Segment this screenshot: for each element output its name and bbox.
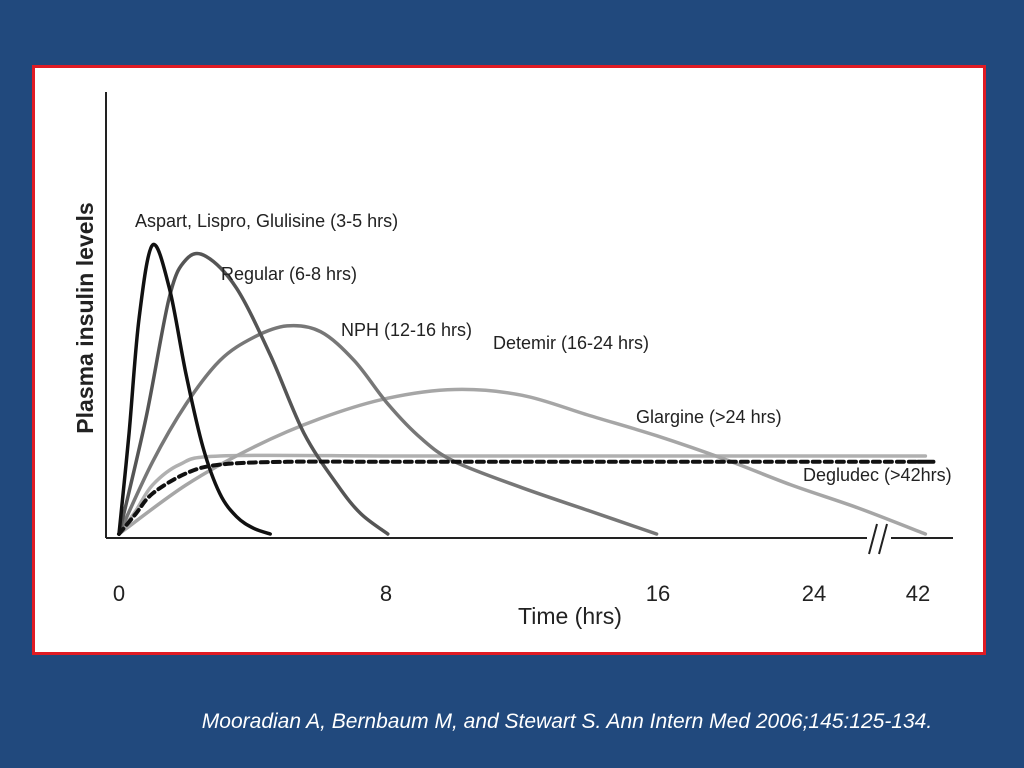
series-line-5 xyxy=(117,459,936,536)
citation: Mooradian A, Bernbaum M, and Stewart S. … xyxy=(201,710,933,733)
x-tick-label: 24 xyxy=(802,581,826,606)
series-label-glargine: Glargine (>24 hrs) xyxy=(636,407,782,427)
x-tick-labels: 0 8 16 24 42 xyxy=(113,581,930,606)
y-axis-label: Plasma insulin levels xyxy=(72,202,98,433)
x-axis-label: Time (hrs) xyxy=(518,603,622,629)
series-layer xyxy=(117,242,936,536)
series-label-aspart: Aspart, Lispro, Glulisine (3-5 hrs) xyxy=(135,211,398,231)
series-line-4 xyxy=(117,453,928,536)
x-tick-label: 8 xyxy=(380,581,392,606)
series-label-nph: NPH (12-16 hrs) xyxy=(341,320,472,340)
series-label-detemir: Detemir (16-24 hrs) xyxy=(493,333,649,353)
axes xyxy=(105,92,953,555)
series-label-degludec: Degludec (>42hrs) xyxy=(803,465,952,485)
x-tick-label: 0 xyxy=(113,581,125,606)
insulin-profile-chart: 0 8 16 24 42 Time (hrs) Plasma insulin l… xyxy=(72,92,953,629)
series-line-0 xyxy=(117,242,272,536)
series-line-2 xyxy=(117,323,659,536)
axis-break xyxy=(867,523,891,555)
x-tick-label: 42 xyxy=(906,581,930,606)
series-label-regular: Regular (6-8 hrs) xyxy=(221,264,357,284)
x-tick-label: 16 xyxy=(646,581,670,606)
series-line-3 xyxy=(117,387,928,536)
series-labels: Aspart, Lispro, Glulisine (3-5 hrs) Regu… xyxy=(135,211,952,485)
series-line-1 xyxy=(117,251,390,536)
figure-panel: 0 8 16 24 42 Time (hrs) Plasma insulin l… xyxy=(32,65,986,655)
